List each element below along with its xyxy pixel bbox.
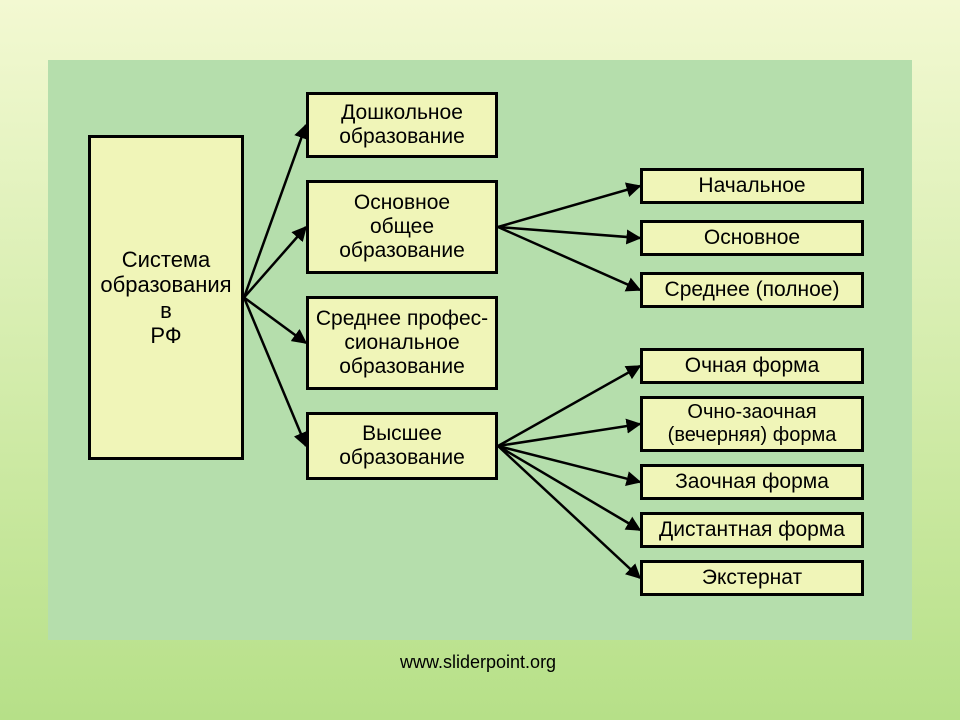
node-voc: Среднее профес-сиональноеобразование bbox=[306, 296, 498, 390]
node-label: Основное bbox=[704, 226, 800, 250]
node-ext: Экстернат bbox=[640, 560, 864, 596]
node-label: Высшееобразование bbox=[339, 422, 465, 470]
node-high: Высшееобразование bbox=[306, 412, 498, 480]
node-label: Дошкольноеобразование bbox=[339, 101, 465, 149]
node-root: СистемаобразованиявРФ bbox=[88, 135, 244, 460]
node-nach: Начальное bbox=[640, 168, 864, 204]
node-zao: Заочная форма bbox=[640, 464, 864, 500]
node-label: Заочная форма bbox=[675, 470, 829, 494]
node-label: Среднее (полное) bbox=[665, 278, 840, 302]
node-och: Очная форма bbox=[640, 348, 864, 384]
node-ochz: Очно-заочная(вечерняя) форма bbox=[640, 396, 864, 452]
node-label: Очно-заочная(вечерняя) форма bbox=[668, 401, 837, 447]
node-gen: Основноеобщееобразование bbox=[306, 180, 498, 274]
node-label: Начальное bbox=[698, 174, 805, 198]
node-label: Экстернат bbox=[702, 566, 802, 590]
node-pre: Дошкольноеобразование bbox=[306, 92, 498, 158]
footer-url: www.sliderpoint.org bbox=[400, 652, 556, 673]
node-label: Основноеобщееобразование bbox=[339, 191, 465, 263]
node-dist: Дистантная форма bbox=[640, 512, 864, 548]
node-label: СистемаобразованиявРФ bbox=[100, 247, 231, 348]
node-label: Очная форма bbox=[685, 354, 820, 378]
node-label: Среднее профес-сиональноеобразование bbox=[316, 307, 488, 379]
node-osn: Основное bbox=[640, 220, 864, 256]
node-sred: Среднее (полное) bbox=[640, 272, 864, 308]
node-label: Дистантная форма bbox=[659, 518, 845, 542]
